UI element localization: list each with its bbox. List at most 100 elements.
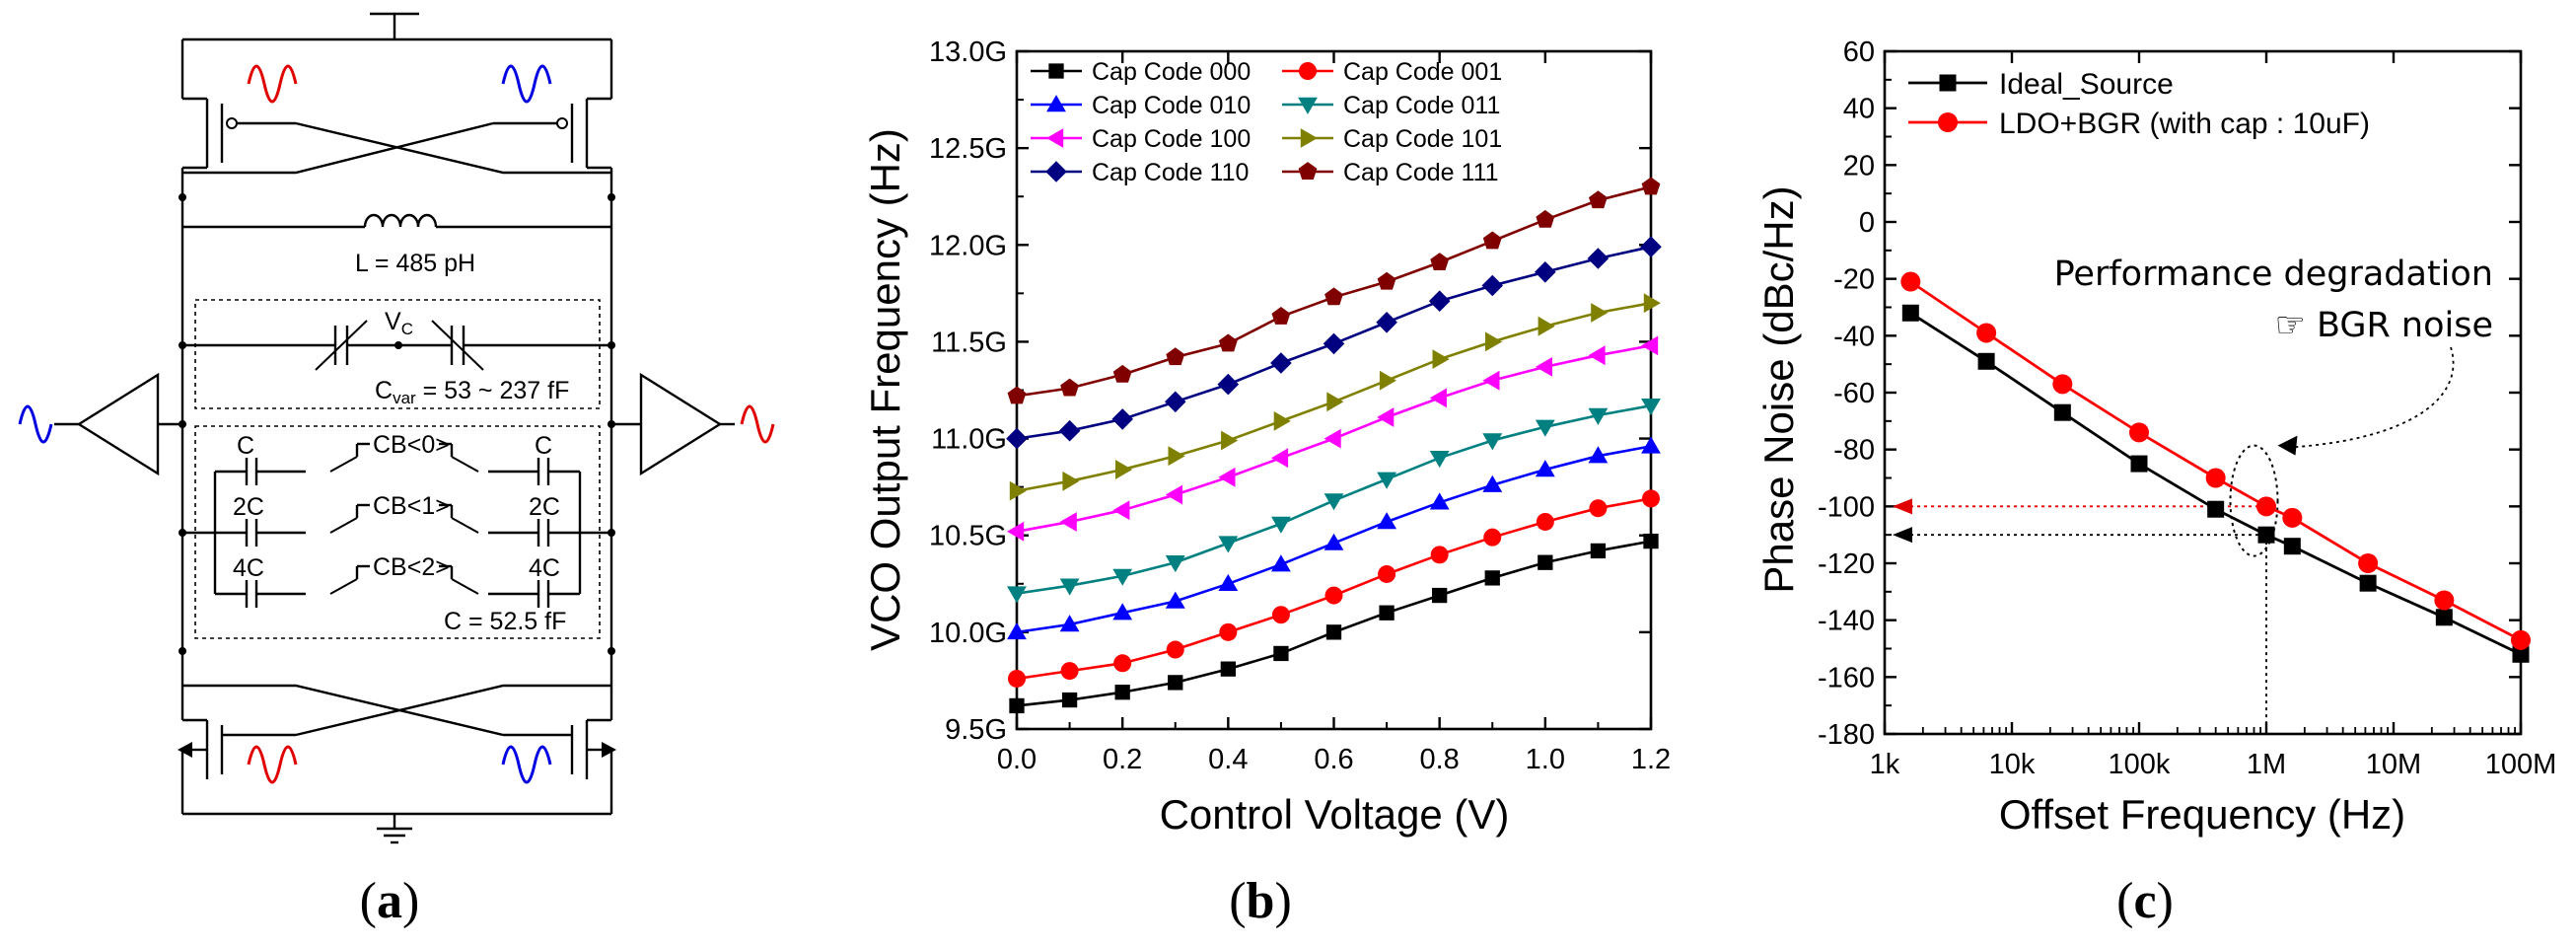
series-cap-code-110 bbox=[1006, 236, 1662, 450]
data-point bbox=[1271, 516, 1291, 534]
x-tick-label: 100k bbox=[2109, 749, 2171, 780]
sine-wave-icon bbox=[247, 64, 298, 104]
data-point bbox=[2207, 500, 2225, 518]
data-point bbox=[1482, 231, 1502, 250]
data-point bbox=[1379, 370, 1396, 391]
series-cap-code-101 bbox=[1009, 293, 1661, 501]
data-point bbox=[2283, 538, 2301, 555]
data-point bbox=[1218, 467, 1236, 487]
cb-label-0: CB<0> bbox=[373, 431, 450, 459]
data-point bbox=[1588, 345, 1606, 366]
data-point bbox=[1059, 615, 1080, 632]
cap-right-0: C bbox=[535, 432, 552, 460]
data-point bbox=[2205, 468, 2226, 488]
data-point bbox=[1535, 460, 1555, 477]
arrow-left-icon bbox=[1893, 498, 1912, 515]
data-point bbox=[1901, 304, 1919, 322]
y-tick-label: 11.0G bbox=[931, 424, 1007, 456]
legend-entry: Cap Code 000 bbox=[1031, 58, 1251, 86]
data-point bbox=[1428, 290, 1451, 312]
data-point bbox=[1062, 471, 1080, 491]
x-tick-label: 10k bbox=[1989, 749, 2036, 780]
y-tick-label: -100 bbox=[1818, 491, 1875, 523]
legend-marker bbox=[1045, 161, 1067, 182]
annotation-performance-degradation: Performance degradation bbox=[2054, 255, 2493, 294]
data-point bbox=[1641, 177, 1661, 195]
legend-entry: Cap Code 001 bbox=[1282, 58, 1502, 86]
x-tick-label: 0.8 bbox=[1420, 744, 1460, 775]
data-point bbox=[1588, 446, 1609, 464]
y-tick-label: -160 bbox=[1818, 662, 1875, 694]
data-point bbox=[1166, 640, 1184, 659]
sine-wave-icon bbox=[18, 404, 53, 444]
data-point bbox=[2257, 526, 2275, 544]
legend-label: Ideal_Source bbox=[1999, 68, 2174, 101]
data-point bbox=[1591, 303, 1609, 323]
x-tick-label: 0.6 bbox=[1314, 744, 1353, 775]
y-tick-label: -60 bbox=[1833, 378, 1875, 409]
data-point bbox=[1323, 332, 1345, 355]
data-point bbox=[1432, 349, 1450, 369]
data-point bbox=[1588, 407, 1609, 425]
data-point bbox=[1535, 357, 1552, 377]
chart-b-xlabel: Control Voltage (V) bbox=[1160, 791, 1510, 838]
data-point bbox=[1642, 489, 1660, 508]
legend-marker bbox=[1299, 62, 1317, 80]
data-point bbox=[1059, 578, 1080, 596]
data-point bbox=[1587, 248, 1610, 269]
y-tick-label: 0 bbox=[1859, 207, 1875, 239]
legend-entry: LDO+BGR (with cap : 10uF) bbox=[1908, 108, 2370, 140]
data-point bbox=[1112, 568, 1133, 586]
data-point bbox=[2358, 553, 2379, 573]
data-point bbox=[1165, 484, 1182, 505]
data-point bbox=[1218, 333, 1238, 352]
data-point bbox=[1007, 622, 1027, 640]
data-point bbox=[1643, 533, 1659, 549]
legend-marker bbox=[1046, 128, 1064, 148]
data-point bbox=[1324, 493, 1344, 511]
data-point bbox=[1377, 407, 1395, 427]
series-cap-code-010 bbox=[1007, 436, 1661, 640]
data-point bbox=[1379, 605, 1395, 620]
legend-label: Cap Code 110 bbox=[1092, 159, 1249, 186]
chart-c-ylabel: Phase Noise (dBc/Hz) bbox=[1755, 185, 1802, 593]
legend-label: Cap Code 000 bbox=[1092, 58, 1251, 86]
y-tick-label: -20 bbox=[1833, 264, 1875, 296]
legend-marker bbox=[1046, 95, 1066, 112]
annotation-bgr-noise: ☞ BGR noise bbox=[2274, 306, 2493, 345]
legend-marker bbox=[1300, 128, 1318, 148]
data-point bbox=[1589, 190, 1608, 209]
data-point bbox=[1378, 564, 1396, 583]
left-buffer-icon bbox=[76, 372, 160, 476]
data-point bbox=[1114, 685, 1130, 700]
y-tick-label: -80 bbox=[1833, 435, 1875, 467]
data-point bbox=[1007, 586, 1027, 604]
data-point bbox=[2434, 590, 2455, 611]
data-point bbox=[1377, 271, 1396, 290]
x-tick-label: 10M bbox=[2366, 749, 2421, 780]
data-point bbox=[1271, 554, 1291, 572]
panel-label-b: (b) bbox=[1229, 873, 1292, 929]
data-point bbox=[2052, 374, 2073, 395]
data-point bbox=[2435, 609, 2453, 626]
data-point bbox=[2512, 645, 2530, 663]
data-point bbox=[1112, 364, 1132, 383]
highlight-ellipse bbox=[2229, 444, 2279, 557]
y-tick-label: 12.5G bbox=[929, 133, 1007, 165]
y-tick-label: 20 bbox=[1843, 150, 1875, 182]
x-tick-label: 0.2 bbox=[1103, 744, 1142, 775]
data-point bbox=[1060, 662, 1079, 681]
data-point bbox=[1432, 587, 1448, 604]
x-tick-label: 100M bbox=[2485, 749, 2557, 780]
y-tick-label: -180 bbox=[1818, 719, 1875, 751]
data-point bbox=[1429, 451, 1450, 469]
cb-label-2: CB<2> bbox=[373, 553, 450, 581]
data-point bbox=[1535, 261, 1556, 283]
data-point bbox=[1485, 331, 1503, 352]
legend-entry: Cap Code 101 bbox=[1282, 125, 1502, 153]
data-point bbox=[1430, 546, 1449, 564]
data-point bbox=[2129, 422, 2149, 443]
series-cap-code-111 bbox=[1007, 177, 1661, 404]
y-tick-label: 10.5G bbox=[929, 521, 1007, 552]
